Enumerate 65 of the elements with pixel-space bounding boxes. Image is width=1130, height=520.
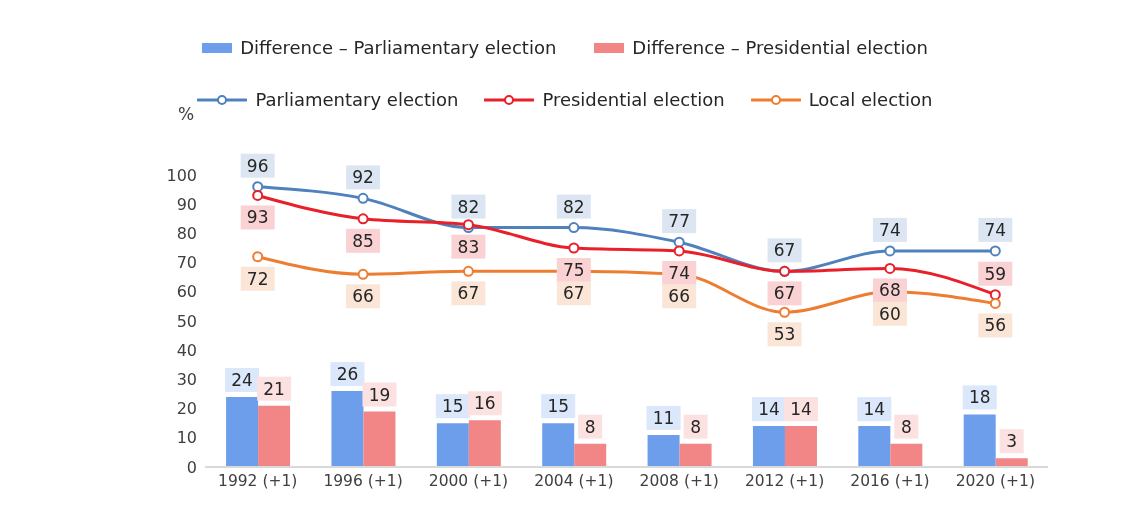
data-label: 26 bbox=[336, 364, 359, 385]
x-tick-label: 2012 (+1) bbox=[744, 472, 825, 491]
x-tick-label: 2004 (+1) bbox=[534, 472, 614, 491]
x-tick-label: 1992 (+1) bbox=[218, 472, 298, 491]
data-label: 19 bbox=[368, 384, 391, 405]
legend-label: Parliamentary election bbox=[255, 89, 459, 110]
data-label: 8 bbox=[584, 416, 596, 437]
data-label: 83 bbox=[457, 236, 480, 257]
data-label: 21 bbox=[263, 378, 285, 399]
y-tick-label: 30 bbox=[176, 370, 197, 390]
x-tick-label: 2016 (+1) bbox=[850, 472, 930, 491]
data-label: 14 bbox=[790, 399, 812, 420]
x-tick-label: 2008 (+1) bbox=[639, 472, 719, 491]
data-label: 96 bbox=[246, 155, 269, 176]
data-label: 74 bbox=[668, 262, 691, 283]
y-tick-label: 100 bbox=[166, 165, 197, 185]
data-label: 18 bbox=[968, 387, 991, 408]
y-tick-label: 90 bbox=[176, 194, 197, 214]
y-tick-label: 20 bbox=[176, 399, 197, 419]
y-tick-label: 60 bbox=[176, 282, 197, 302]
y-tick-label: 50 bbox=[176, 311, 197, 331]
data-label: 3 bbox=[1006, 431, 1018, 452]
data-label: 75 bbox=[562, 260, 585, 280]
data-label: 67 bbox=[562, 283, 585, 304]
data-label: 14 bbox=[863, 399, 886, 420]
data-label: 15 bbox=[442, 396, 464, 417]
data-label: 60 bbox=[879, 303, 901, 324]
y-tick-label: 0 bbox=[186, 457, 197, 477]
data-label: 8 bbox=[900, 416, 912, 437]
x-tick-label: 2020 (+1) bbox=[955, 472, 1035, 491]
data-label: 59 bbox=[984, 263, 1007, 284]
data-label: 74 bbox=[984, 219, 1007, 240]
data-label: 77 bbox=[668, 211, 691, 232]
legend-label: Presidential election bbox=[542, 89, 725, 110]
x-tick-label: 1996 (+1) bbox=[323, 472, 403, 491]
data-label: 16 bbox=[474, 393, 496, 414]
data-label: 72 bbox=[246, 268, 269, 289]
data-label: 82 bbox=[562, 196, 585, 217]
data-label: 67 bbox=[773, 240, 796, 261]
data-label: 67 bbox=[457, 283, 480, 304]
data-label: 11 bbox=[652, 407, 675, 428]
y-tick-label: 10 bbox=[176, 428, 197, 448]
data-label: 15 bbox=[547, 396, 570, 417]
data-label: 85 bbox=[352, 230, 374, 251]
data-label: 14 bbox=[758, 399, 780, 420]
data-label: 92 bbox=[352, 167, 374, 188]
x-tick-label: 2000 (+1) bbox=[428, 472, 509, 491]
y-tick-label: 80 bbox=[176, 224, 197, 244]
data-label: 56 bbox=[984, 315, 1007, 336]
y-tick-label: 70 bbox=[176, 253, 197, 273]
data-label: 93 bbox=[246, 207, 269, 228]
data-label: 74 bbox=[879, 219, 901, 240]
legend-label: Difference – Parliamentary election bbox=[240, 37, 557, 58]
data-label: 66 bbox=[668, 286, 691, 307]
data-label: 53 bbox=[773, 324, 796, 345]
data-label: 24 bbox=[231, 369, 253, 390]
data-label: 82 bbox=[457, 196, 480, 217]
data-label: 68 bbox=[879, 280, 901, 301]
legend-label: Local election bbox=[808, 89, 933, 110]
data-label: 67 bbox=[773, 283, 796, 304]
legend-label: Difference – Presidential election bbox=[632, 37, 928, 58]
y-tick-label: 40 bbox=[176, 340, 197, 360]
y-axis-title: % bbox=[178, 104, 195, 124]
data-label: 8 bbox=[690, 416, 701, 437]
data-label: 66 bbox=[352, 286, 374, 307]
